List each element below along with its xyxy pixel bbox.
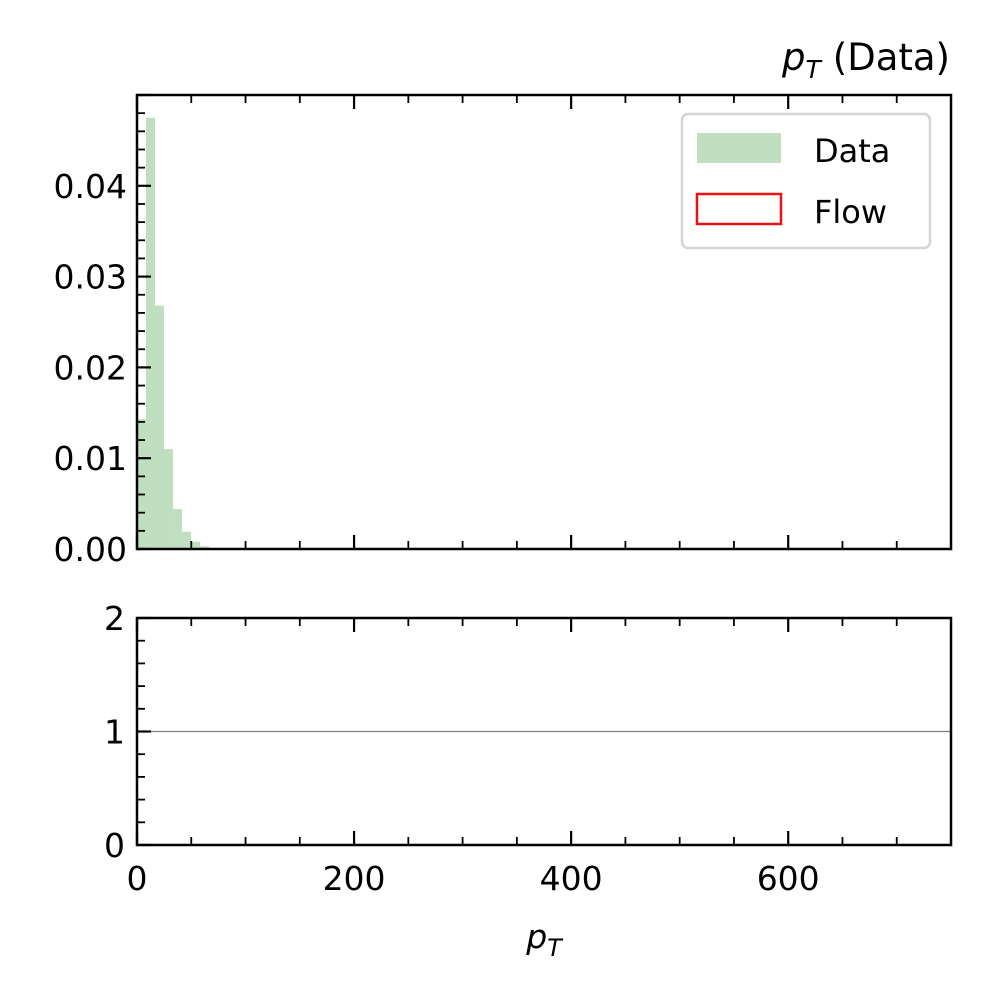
- histogram-bar: [137, 419, 147, 549]
- x-tick-label: 400: [540, 859, 603, 898]
- legend-label-data: Data: [814, 132, 890, 170]
- ratio-y-tick-label: 2: [104, 599, 125, 638]
- title-symbol: p: [781, 36, 806, 79]
- y-tick-label: 0.04: [54, 167, 127, 206]
- ratio-y-tick-label: 0: [104, 826, 125, 865]
- histogram-bar: [173, 509, 183, 549]
- x-tick-label: 0: [127, 859, 148, 898]
- x-axis-subscript: T: [547, 934, 564, 962]
- legend-label-flow: Flow: [814, 193, 887, 231]
- title-text: (Data): [833, 36, 950, 79]
- x-tick-labels: 0 200 400 600: [127, 859, 820, 898]
- main-y-tick-labels: 0.00 0.01 0.02 0.03 0.04: [54, 167, 127, 569]
- legend: Data Flow: [680, 112, 932, 250]
- x-tick-label: 200: [323, 859, 386, 898]
- legend-swatch-data: [697, 133, 781, 163]
- legend-swatch-flow: [695, 192, 783, 226]
- ratio-y-tick-label: 1: [104, 713, 125, 752]
- y-tick-label: 0.01: [54, 439, 127, 478]
- histogram-bar: [164, 449, 174, 549]
- ratio-panel: 0 1 2 0 200 400 600: [104, 599, 953, 898]
- histogram-bar: [155, 305, 165, 549]
- histogram-bar: [182, 531, 192, 549]
- histogram-bar: [191, 541, 201, 549]
- histogram-bar: [200, 546, 210, 549]
- main-histogram-panel: 0.00 0.01 0.02 0.03 0.04: [54, 93, 953, 569]
- x-axis-label: pT: [525, 917, 564, 962]
- x-axis-symbol: p: [525, 917, 547, 956]
- histogram-bar: [146, 117, 156, 549]
- ratio-y-tick-labels: 0 1 2: [104, 599, 125, 865]
- x-tick-label: 600: [757, 859, 820, 898]
- main-plot-frame: [135, 93, 953, 551]
- histogram-bars: [137, 117, 219, 549]
- y-tick-label: 0.02: [54, 348, 127, 387]
- title-subscript: T: [806, 55, 823, 84]
- chart-title: pT (Data): [781, 36, 950, 84]
- y-tick-label: 0.00: [54, 530, 127, 569]
- ratio-plot-frame: [135, 616, 953, 847]
- y-tick-label: 0.03: [54, 258, 127, 297]
